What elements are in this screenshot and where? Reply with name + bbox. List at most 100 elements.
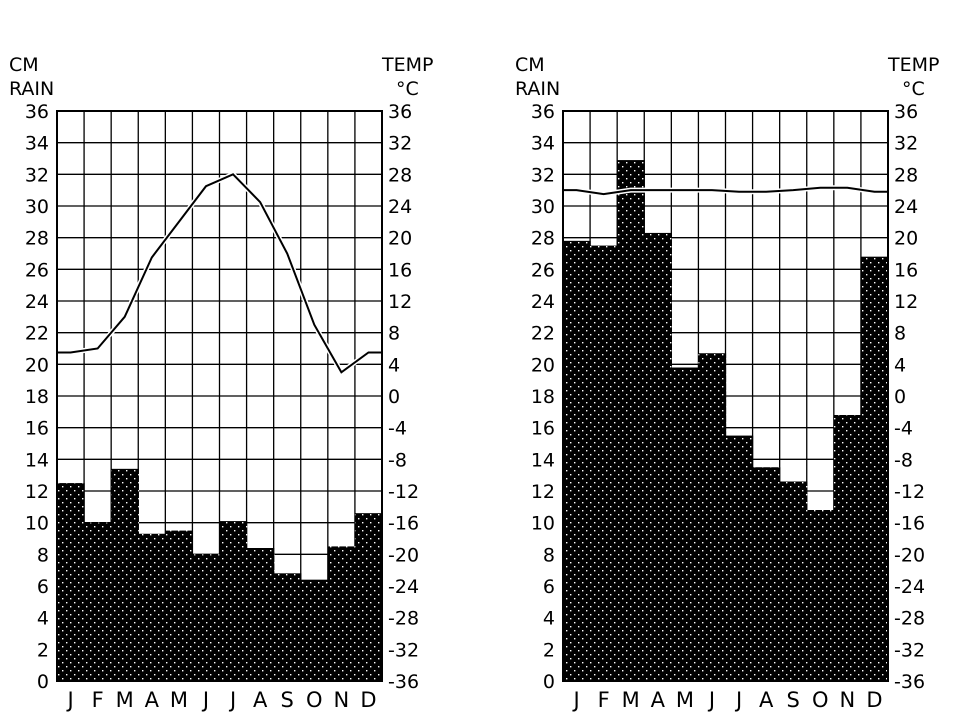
- rain-tick-label: 32: [531, 164, 555, 186]
- rain-bar: [327, 546, 356, 681]
- rain-tick-label: 12: [25, 481, 49, 503]
- plot-border: [562, 110, 889, 682]
- rain-tick-label: 30: [531, 196, 555, 218]
- temp-tick-label: -4: [388, 418, 407, 440]
- temp-axis-header: TEMP: [887, 54, 939, 76]
- rain-bar: [138, 533, 166, 681]
- rain-tick-label: 10: [531, 513, 555, 535]
- temp-tick-label: 32: [894, 133, 918, 155]
- rain-bar: [300, 579, 329, 681]
- temp-tick-label: -4: [894, 418, 913, 440]
- temp-tick-label: -20: [388, 544, 419, 566]
- temp-tick-label: -36: [388, 671, 419, 693]
- rain-bar: [246, 548, 275, 681]
- temp-tick-label: -12: [894, 481, 925, 503]
- temp-tick-label: 12: [894, 291, 918, 313]
- month-label: F: [92, 688, 104, 712]
- rain-bar: [57, 483, 85, 681]
- month-label: S: [787, 688, 800, 712]
- rain-tick-label: 20: [25, 354, 49, 376]
- temp-tick-label: 4: [894, 354, 906, 376]
- rain-bar: [833, 415, 862, 681]
- temp-tick-label: 28: [388, 164, 412, 186]
- rain-tick-label: 34: [531, 133, 555, 155]
- month-label: O: [812, 688, 829, 712]
- temp-tick-label: 0: [388, 386, 400, 408]
- temp-tick-label: 12: [388, 291, 412, 313]
- month-label: S: [281, 688, 294, 712]
- rain-bar: [192, 554, 221, 681]
- rain-tick-label: 22: [531, 323, 555, 345]
- month-label: A: [145, 688, 160, 712]
- rain-tick-label: 2: [543, 639, 555, 661]
- month-label: D: [360, 688, 376, 712]
- rain-tick-label: 26: [531, 259, 555, 281]
- month-label: N: [334, 688, 350, 712]
- temp-tick-label: 16: [388, 259, 412, 281]
- rain-tick-label: 28: [25, 228, 49, 250]
- temp-axis-header: °C: [396, 78, 419, 100]
- rain-axis-header: CM: [9, 54, 39, 76]
- rain-tick-label: 22: [25, 323, 49, 345]
- temp-tick-label: 4: [388, 354, 400, 376]
- month-label: M: [170, 688, 188, 712]
- rain-tick-label: 24: [25, 291, 49, 313]
- rain-axis-header: RAIN: [515, 78, 560, 100]
- climate-chart-left: 3634323028262422201816141210864203632282…: [9, 54, 433, 712]
- temp-tick-label: 24: [894, 196, 918, 218]
- month-label: N: [840, 688, 856, 712]
- temp-tick-label: -32: [388, 639, 419, 661]
- temp-line: [563, 186, 888, 196]
- temp-tick-label: -8: [894, 449, 913, 471]
- rain-bar: [84, 522, 112, 681]
- temp-tick-label: -24: [388, 576, 419, 598]
- temp-tick-label: 8: [894, 323, 906, 345]
- temp-tick-label: 36: [388, 101, 412, 123]
- rain-tick-label: 0: [543, 671, 555, 693]
- rain-tick-label: 28: [531, 228, 555, 250]
- rain-bar: [563, 240, 591, 682]
- rain-bar: [165, 530, 194, 681]
- temp-tick-label: -12: [388, 481, 419, 503]
- month-label: J: [228, 688, 236, 712]
- rain-tick-label: 8: [543, 544, 555, 566]
- temp-line: [57, 173, 382, 374]
- rain-tick-label: 8: [37, 544, 49, 566]
- rain-tick-label: 6: [543, 576, 555, 598]
- rain-tick-label: 0: [37, 671, 49, 693]
- month-label: M: [116, 688, 134, 712]
- temp-tick-label: 0: [894, 386, 906, 408]
- temp-tick-label: 28: [894, 164, 918, 186]
- rain-tick-label: 36: [25, 101, 49, 123]
- temp-axis-header: TEMP: [381, 54, 433, 76]
- rain-tick-label: 34: [25, 133, 49, 155]
- rain-bar: [752, 467, 781, 681]
- rain-bar: [644, 232, 672, 681]
- rain-tick-label: 24: [531, 291, 555, 313]
- rain-bar: [860, 256, 889, 681]
- rain-tick-label: 16: [531, 418, 555, 440]
- temp-tick-label: -32: [894, 639, 925, 661]
- rain-bar: [806, 510, 835, 681]
- rain-tick-label: 20: [531, 354, 555, 376]
- rain-bar: [698, 353, 727, 681]
- temp-tick-label: 8: [388, 323, 400, 345]
- rain-tick-label: 12: [531, 481, 555, 503]
- temp-tick-label: 36: [894, 101, 918, 123]
- rain-bar: [779, 481, 808, 681]
- temp-tick-label: 16: [894, 259, 918, 281]
- rain-bar: [273, 573, 302, 681]
- month-label: J: [65, 688, 73, 712]
- rain-tick-label: 32: [25, 164, 49, 186]
- climate-chart-right: 3634323028262422201816141210864203632282…: [515, 54, 939, 712]
- rain-tick-label: 18: [531, 386, 555, 408]
- rain-tick-label: 30: [25, 196, 49, 218]
- rain-tick-label: 6: [37, 576, 49, 598]
- temp-tick-label: -16: [894, 513, 925, 535]
- rain-bar: [617, 160, 645, 682]
- temp-tick-label: 24: [388, 196, 412, 218]
- rain-tick-label: 2: [37, 639, 49, 661]
- rain-bar: [354, 513, 383, 681]
- rain-tick-label: 36: [531, 101, 555, 123]
